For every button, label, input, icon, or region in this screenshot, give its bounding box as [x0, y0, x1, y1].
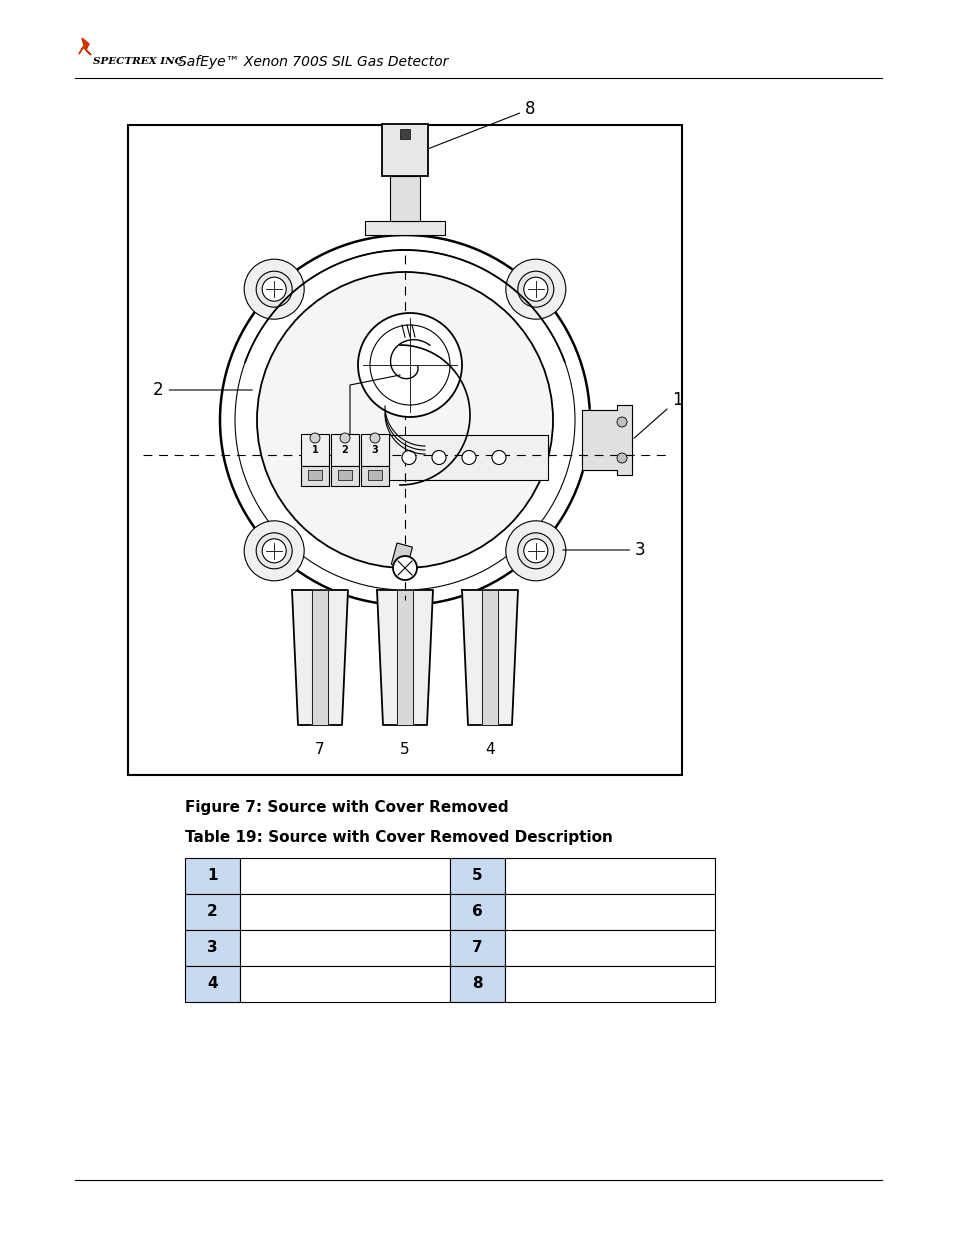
Bar [391, 543, 412, 568]
Text: 3: 3 [207, 941, 217, 956]
Text: 8: 8 [472, 977, 482, 992]
Text: 5: 5 [472, 868, 482, 883]
Text: 1: 1 [207, 868, 217, 883]
Circle shape [370, 433, 379, 443]
Text: 2: 2 [152, 382, 252, 399]
Circle shape [505, 259, 565, 319]
Circle shape [244, 521, 304, 580]
Polygon shape [292, 590, 348, 725]
Text: 6: 6 [472, 904, 482, 920]
Polygon shape [396, 590, 413, 725]
Text: SPECTREX INC.: SPECTREX INC. [92, 58, 186, 67]
Text: 2: 2 [341, 445, 348, 454]
Polygon shape [312, 590, 328, 725]
Circle shape [370, 325, 450, 405]
Text: 2: 2 [207, 904, 217, 920]
Text: 7: 7 [314, 742, 324, 757]
Text: 7: 7 [472, 941, 482, 956]
Bar [301, 433, 329, 466]
Text: 3: 3 [372, 445, 378, 454]
Circle shape [617, 453, 626, 463]
Circle shape [244, 259, 304, 319]
Bar [301, 466, 329, 487]
Bar [185, 930, 240, 966]
Bar [504, 858, 714, 894]
Circle shape [256, 272, 553, 568]
Polygon shape [481, 590, 497, 725]
Bar [331, 433, 358, 466]
Bar [399, 128, 410, 140]
Polygon shape [581, 405, 631, 475]
Text: 1: 1 [312, 445, 318, 454]
Circle shape [523, 277, 547, 301]
Circle shape [262, 277, 286, 301]
Circle shape [393, 556, 416, 580]
Bar [504, 894, 714, 930]
Circle shape [432, 451, 446, 464]
Bar [450, 894, 504, 930]
Bar [504, 930, 714, 966]
Bar [185, 858, 240, 894]
Circle shape [234, 249, 575, 590]
Text: SafEye™ Xenon 700S SIL Gas Detector: SafEye™ Xenon 700S SIL Gas Detector [178, 56, 448, 69]
Bar [337, 471, 352, 480]
Bar [240, 894, 450, 930]
Polygon shape [376, 590, 433, 725]
Bar [450, 966, 504, 1002]
Bar [308, 471, 322, 480]
Circle shape [339, 433, 350, 443]
Circle shape [492, 451, 505, 464]
Circle shape [256, 272, 292, 308]
Polygon shape [79, 38, 91, 56]
Bar [389, 435, 547, 480]
Text: 3: 3 [562, 541, 645, 559]
Bar [185, 966, 240, 1002]
Bar [504, 966, 714, 1002]
Polygon shape [461, 590, 517, 725]
Circle shape [256, 532, 292, 569]
Circle shape [461, 451, 476, 464]
Circle shape [357, 312, 461, 417]
Text: 4: 4 [485, 742, 495, 757]
Bar [331, 466, 358, 487]
Bar [368, 471, 381, 480]
Text: 1: 1 [634, 391, 682, 438]
Bar [360, 466, 389, 487]
Text: 8: 8 [427, 100, 535, 149]
Bar [360, 433, 389, 466]
Circle shape [401, 451, 416, 464]
Bar [365, 221, 444, 235]
Bar [450, 930, 504, 966]
Circle shape [517, 272, 554, 308]
Circle shape [517, 532, 554, 569]
Text: 4: 4 [207, 977, 217, 992]
Bar [240, 858, 450, 894]
Text: Figure 7: Source with Cover Removed: Figure 7: Source with Cover Removed [185, 800, 508, 815]
Bar [185, 894, 240, 930]
Circle shape [262, 538, 286, 563]
Text: Table 19: Source with Cover Removed Description: Table 19: Source with Cover Removed Desc… [185, 830, 612, 845]
Bar [381, 124, 428, 177]
Bar [240, 930, 450, 966]
Circle shape [505, 521, 565, 580]
Bar [240, 966, 450, 1002]
Circle shape [523, 538, 547, 563]
Bar [390, 177, 419, 221]
Bar [128, 125, 681, 776]
Bar [450, 858, 504, 894]
Text: 5: 5 [399, 742, 410, 757]
Circle shape [220, 235, 589, 605]
Circle shape [310, 433, 319, 443]
Circle shape [617, 417, 626, 427]
